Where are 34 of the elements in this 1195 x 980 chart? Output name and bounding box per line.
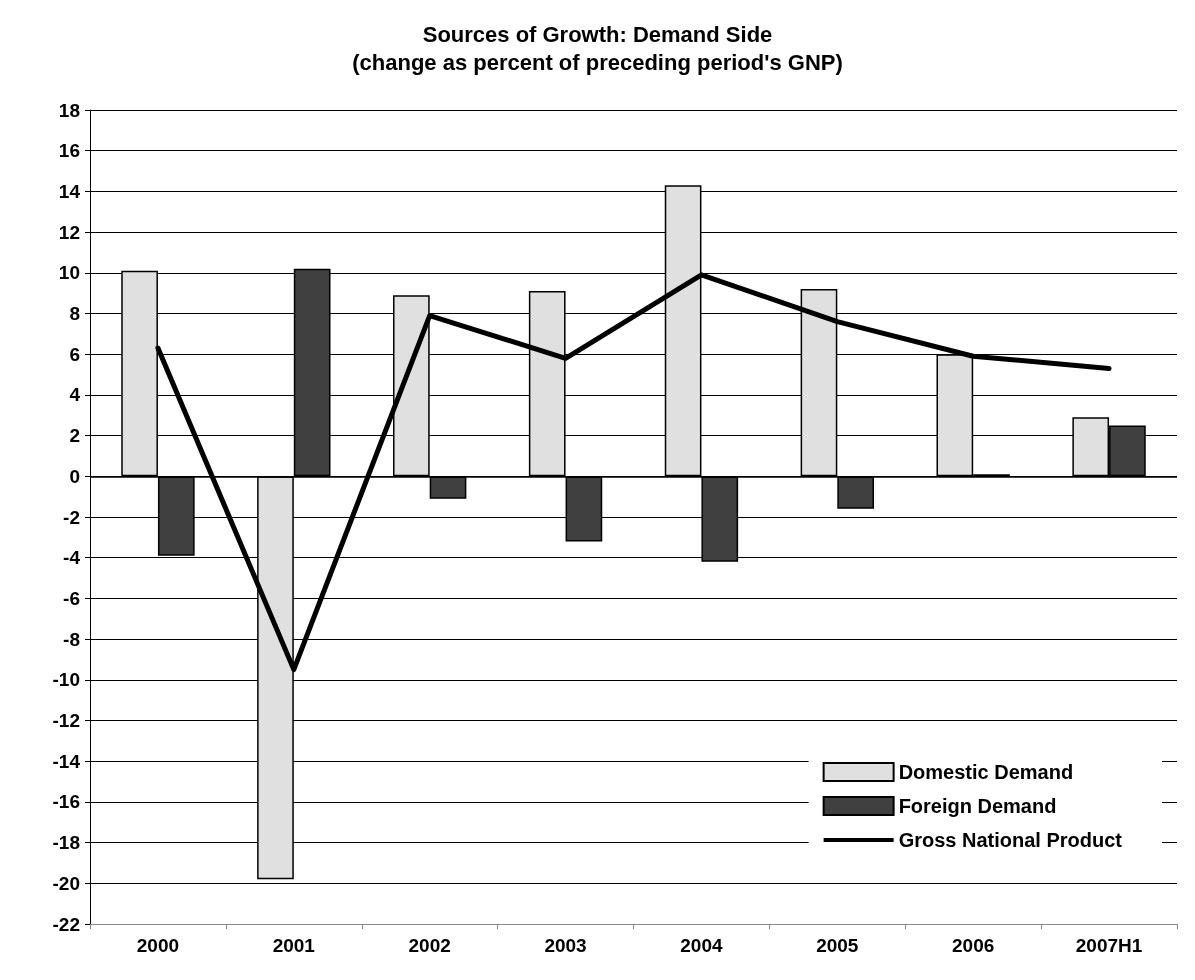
y-tick-label: -18	[52, 832, 80, 854]
y-tick-label: -12	[52, 710, 80, 731]
chart-title: Sources of Growth: Demand Side	[422, 21, 773, 47]
y-tick-label: -4	[63, 547, 81, 569]
y-tick-label: 8	[69, 303, 80, 324]
x-tick-label: 2003	[544, 935, 587, 956]
y-tick-label: -10	[52, 669, 80, 691]
y-tick-label: 12	[58, 221, 80, 243]
y-tick-label: -20	[52, 872, 80, 894]
x-tick-label: 2001	[272, 935, 316, 956]
legend-label: Domestic Demand	[898, 761, 1074, 783]
x-tick-label: 2007H1	[1075, 935, 1143, 956]
y-tick-label: -14	[52, 750, 81, 772]
legend-label: Gross National Product	[898, 829, 1123, 851]
y-tick-label: 0	[69, 465, 80, 487]
y-tick-label: 16	[58, 140, 80, 162]
x-tick-label: 2006	[952, 935, 995, 956]
x-tick-label: 2000	[136, 935, 180, 956]
y-tick-label: 2	[69, 425, 80, 447]
x-tick-label: 2005	[816, 935, 859, 956]
x-tick-label: 2002	[408, 935, 451, 956]
y-tick-label: 4	[69, 384, 81, 406]
y-tick-label: -2	[63, 506, 80, 528]
y-tick-label: -22	[52, 913, 80, 935]
y-tick-label: -8	[63, 628, 80, 650]
y-tick-label: 6	[69, 343, 80, 365]
y-tick-label: -6	[63, 587, 80, 609]
chart-subtitle: (change as percent of preceding period's GNP)	[352, 49, 843, 75]
y-tick-label: -16	[52, 791, 80, 813]
y-tick-label: 10	[58, 262, 80, 284]
x-tick-label: 2004	[680, 935, 723, 956]
legend-label: Foreign Demand	[898, 795, 1057, 817]
y-tick-label: 18	[58, 99, 80, 121]
y-tick-label: 14	[58, 180, 81, 202]
